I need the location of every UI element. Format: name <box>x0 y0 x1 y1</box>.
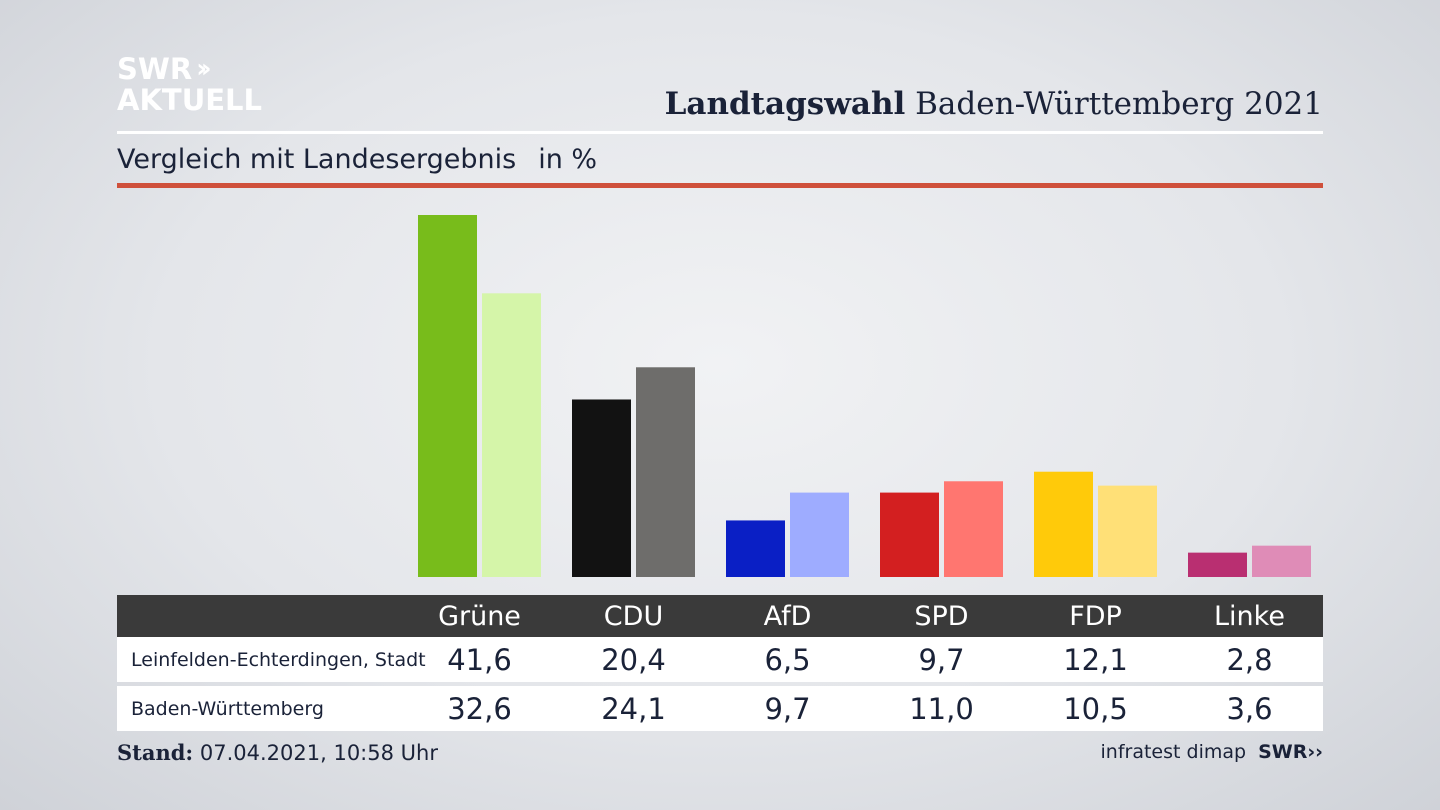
title-bold: Landtagswahl <box>664 86 906 122</box>
data-label: 32,6 <box>447 691 512 726</box>
category-label: Grüne <box>438 600 521 632</box>
data-label: 9,7 <box>918 642 965 677</box>
bar-afd-local <box>726 520 785 577</box>
bar-afd-state <box>790 492 849 577</box>
data-label: 6,5 <box>764 642 811 677</box>
data-label: 9,7 <box>764 691 811 726</box>
data-label: 3,6 <box>1226 691 1273 726</box>
title-rule <box>117 131 1323 134</box>
data-label: 2,8 <box>1226 642 1273 677</box>
swr-aktuell-logo: SWR ›› AKTUELL <box>117 54 262 116</box>
title-rest: Baden-Württemberg 2021 <box>915 86 1323 122</box>
table-header: Grüne CDU AfD SPD FDP Linke <box>117 595 1323 637</box>
stand-label: Stand: <box>117 740 194 765</box>
bar-spd-state <box>944 481 1003 577</box>
source-credit: infratest dimap SWR›› <box>1101 741 1323 763</box>
subtitle-text: Vergleich mit Landesergebnis <box>117 144 517 175</box>
bar-spd-local <box>880 492 939 577</box>
bar-cdu-local <box>572 399 631 577</box>
data-label: 24,1 <box>601 691 666 726</box>
row-label-local: Leinfelden-Echterdingen, Stadt <box>131 648 426 671</box>
table-row: Baden-Württemberg 32,6 24,1 9,7 11,0 10,5 3,6 <box>117 686 1323 731</box>
bar-fdp-local <box>1034 471 1093 577</box>
category-label: AfD <box>763 600 812 632</box>
data-label: 11,0 <box>909 691 974 726</box>
chart-title: Landtagswahl Baden-Württemberg 2021 <box>665 86 1323 122</box>
data-label: 41,6 <box>447 642 512 677</box>
category-label: Linke <box>1214 600 1285 632</box>
bar-chart <box>418 215 1311 577</box>
bar-linke-local <box>1188 552 1247 577</box>
data-label: 20,4 <box>601 642 666 677</box>
category-label: SPD <box>914 600 969 632</box>
bar-cdu-state <box>636 367 695 577</box>
bar-grne-local <box>418 215 477 577</box>
data-label: 12,1 <box>1063 642 1128 677</box>
data-label: 10,5 <box>1063 691 1128 726</box>
subtitle-unit: in % <box>538 144 598 175</box>
timestamp: Stand: 07.04.2021, 10:58 Uhr <box>117 740 438 765</box>
bar-grne-state <box>482 293 541 577</box>
bar-linke-state <box>1252 545 1311 577</box>
row-label-state: Baden-Württemberg <box>131 697 324 720</box>
category-label: CDU <box>603 600 664 632</box>
logo-swr: SWR <box>117 52 193 86</box>
category-label: FDP <box>1069 600 1122 632</box>
stand-value: 07.04.2021, 10:58 Uhr <box>199 741 438 765</box>
chart-subtitle: Vergleich mit Landesergebnis in % <box>117 144 597 175</box>
accent-rule <box>117 183 1323 188</box>
logo-aktuell: AKTUELL <box>117 83 263 117</box>
swr-logo-small: SWR›› <box>1258 741 1323 763</box>
bar-fdp-state <box>1098 485 1157 577</box>
source-text: infratest dimap <box>1100 741 1247 763</box>
table-row: Leinfelden-Echterdingen, Stadt 41,6 20,4 6… <box>117 637 1323 682</box>
